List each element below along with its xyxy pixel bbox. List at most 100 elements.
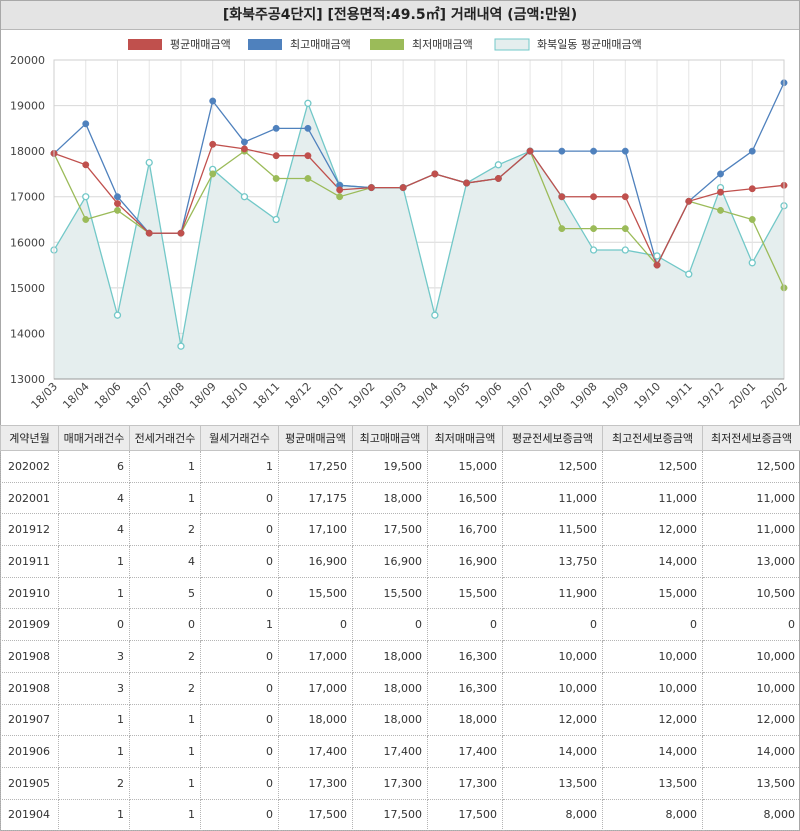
table-cell: 1 [58,545,130,578]
point-avg [304,152,312,160]
table-row: 201909 0 0 1 0 0 0 0 0 0 [0,608,800,642]
point-min [209,170,217,178]
series-area-region [54,103,784,380]
table-cell: 0 [352,608,428,642]
point-avg [399,184,407,192]
table-cell: 14,000 [602,545,703,578]
x-tick-label: 18/06 [92,380,124,412]
point-avg [463,179,471,187]
legend-label-min: 최저매매금액 [412,38,473,51]
table-cell: 201906 [0,735,59,768]
table-row: 202001 4 1 0 17,175 18,000 16,500 11,000 11,000 1… [0,482,800,515]
point-max [621,147,629,155]
table-cell: 12,000 [602,704,703,737]
point-min [272,175,280,182]
point-avg [748,185,756,193]
column-header: 계약년월 [0,425,59,451]
y-tick-label: 17000 [10,191,45,204]
x-tick-label: 20/02 [759,380,791,412]
point-region [589,246,598,254]
x-tick-label: 19/06 [473,380,505,412]
legend-swatch-max [248,39,282,50]
table-cell: 17,400 [278,735,353,768]
point-max [82,120,90,128]
point-region [272,215,280,224]
column-header: 매매거래건수 [58,425,130,451]
table-cell: 17,000 [278,672,353,705]
point-avg [82,161,90,169]
point-max [304,124,312,132]
point-avg [209,140,217,148]
table-cell: 13,750 [502,545,603,578]
point-max [272,124,280,132]
table-cell: 16,300 [427,640,503,673]
table-cell: 0 [200,482,279,515]
table-cell: 201910 [0,577,59,610]
point-max [558,147,566,155]
point-region [748,259,756,267]
x-tick-label: 18/09 [187,380,219,412]
table-cell: 12,500 [602,450,703,483]
table-row: 201912 4 2 0 17,100 17,500 16,700 11,500 12,000 1… [0,513,800,547]
point-region [685,270,693,278]
point-min [304,175,312,182]
table-cell: 12,000 [502,704,603,737]
x-tick-label: 19/07 [505,380,537,412]
table-cell: 18,000 [352,640,428,673]
transaction-table: 계약년월 매매거래건수 전세거래건수 월세거래건수 평균매매금액 최고매매금액 최저매매금액… [0,425,800,831]
legend-label-region: 화북일동 평균매매금액 [537,37,642,51]
point-region [145,158,153,167]
x-tick-label: 19/04 [409,380,441,412]
table-cell: 16,700 [427,513,503,547]
table-cell: 11,000 [502,482,603,515]
point-min [114,206,121,214]
point-min [717,206,724,214]
table-cell: 18,000 [278,704,353,737]
point-avg [272,152,280,160]
table-cell: 0 [200,545,279,578]
x-tick-label: 20/01 [727,380,759,412]
table-cell: 15,000 [427,450,503,483]
column-header: 최고전세보증금액 [602,425,703,451]
point-region [431,311,439,319]
table-cell: 1 [200,450,279,483]
table-cell: 4 [129,545,201,578]
table-cell: 201907 [0,704,59,737]
x-tick-label: 19/02 [346,380,378,412]
table-cell: 6 [58,450,130,483]
point-region [494,161,502,169]
table-cell: 2 [129,513,201,547]
point-max [748,147,756,155]
point-avg [114,200,121,208]
table-cell: 0 [278,608,353,642]
point-region [82,193,90,201]
point-min [558,225,566,233]
table-cell: 0 [502,608,603,642]
table-cell: 10,000 [502,672,603,705]
table-cell: 13,000 [702,545,800,578]
legend-swatch-min [370,39,404,50]
series-line-avg [53,143,785,267]
table-cell: 1 [129,799,201,831]
table-row: 201906 1 1 0 17,400 17,400 17,400 14,000 14,000 1… [0,735,800,768]
table-cell: 1 [129,482,201,515]
y-tick-label: 20000 [10,54,45,67]
point-avg [367,184,375,192]
table-cell: 1 [129,704,201,737]
x-tick-label: 19/03 [378,380,410,412]
table-cell: 201909 [0,608,59,642]
x-tick-label: 18/11 [251,380,283,412]
point-region [653,252,661,260]
point-min [82,216,90,223]
point-avg [717,188,724,196]
x-tick-label: 19/08 [568,380,600,412]
x-tick-label: 18/12 [282,380,314,412]
transaction-table-wrap: 계약년월 매매거래건수 전세거래건수 월세거래건수 평균매매금액 최고매매금액 최저매매금액… [0,425,800,831]
point-region [621,246,629,254]
x-tick-label: 19/11 [663,380,695,412]
table-cell: 17,500 [427,799,503,831]
point-region [177,342,185,350]
point-avg [621,193,629,201]
table-cell: 12,000 [702,704,800,737]
table-cell: 1 [129,735,201,768]
